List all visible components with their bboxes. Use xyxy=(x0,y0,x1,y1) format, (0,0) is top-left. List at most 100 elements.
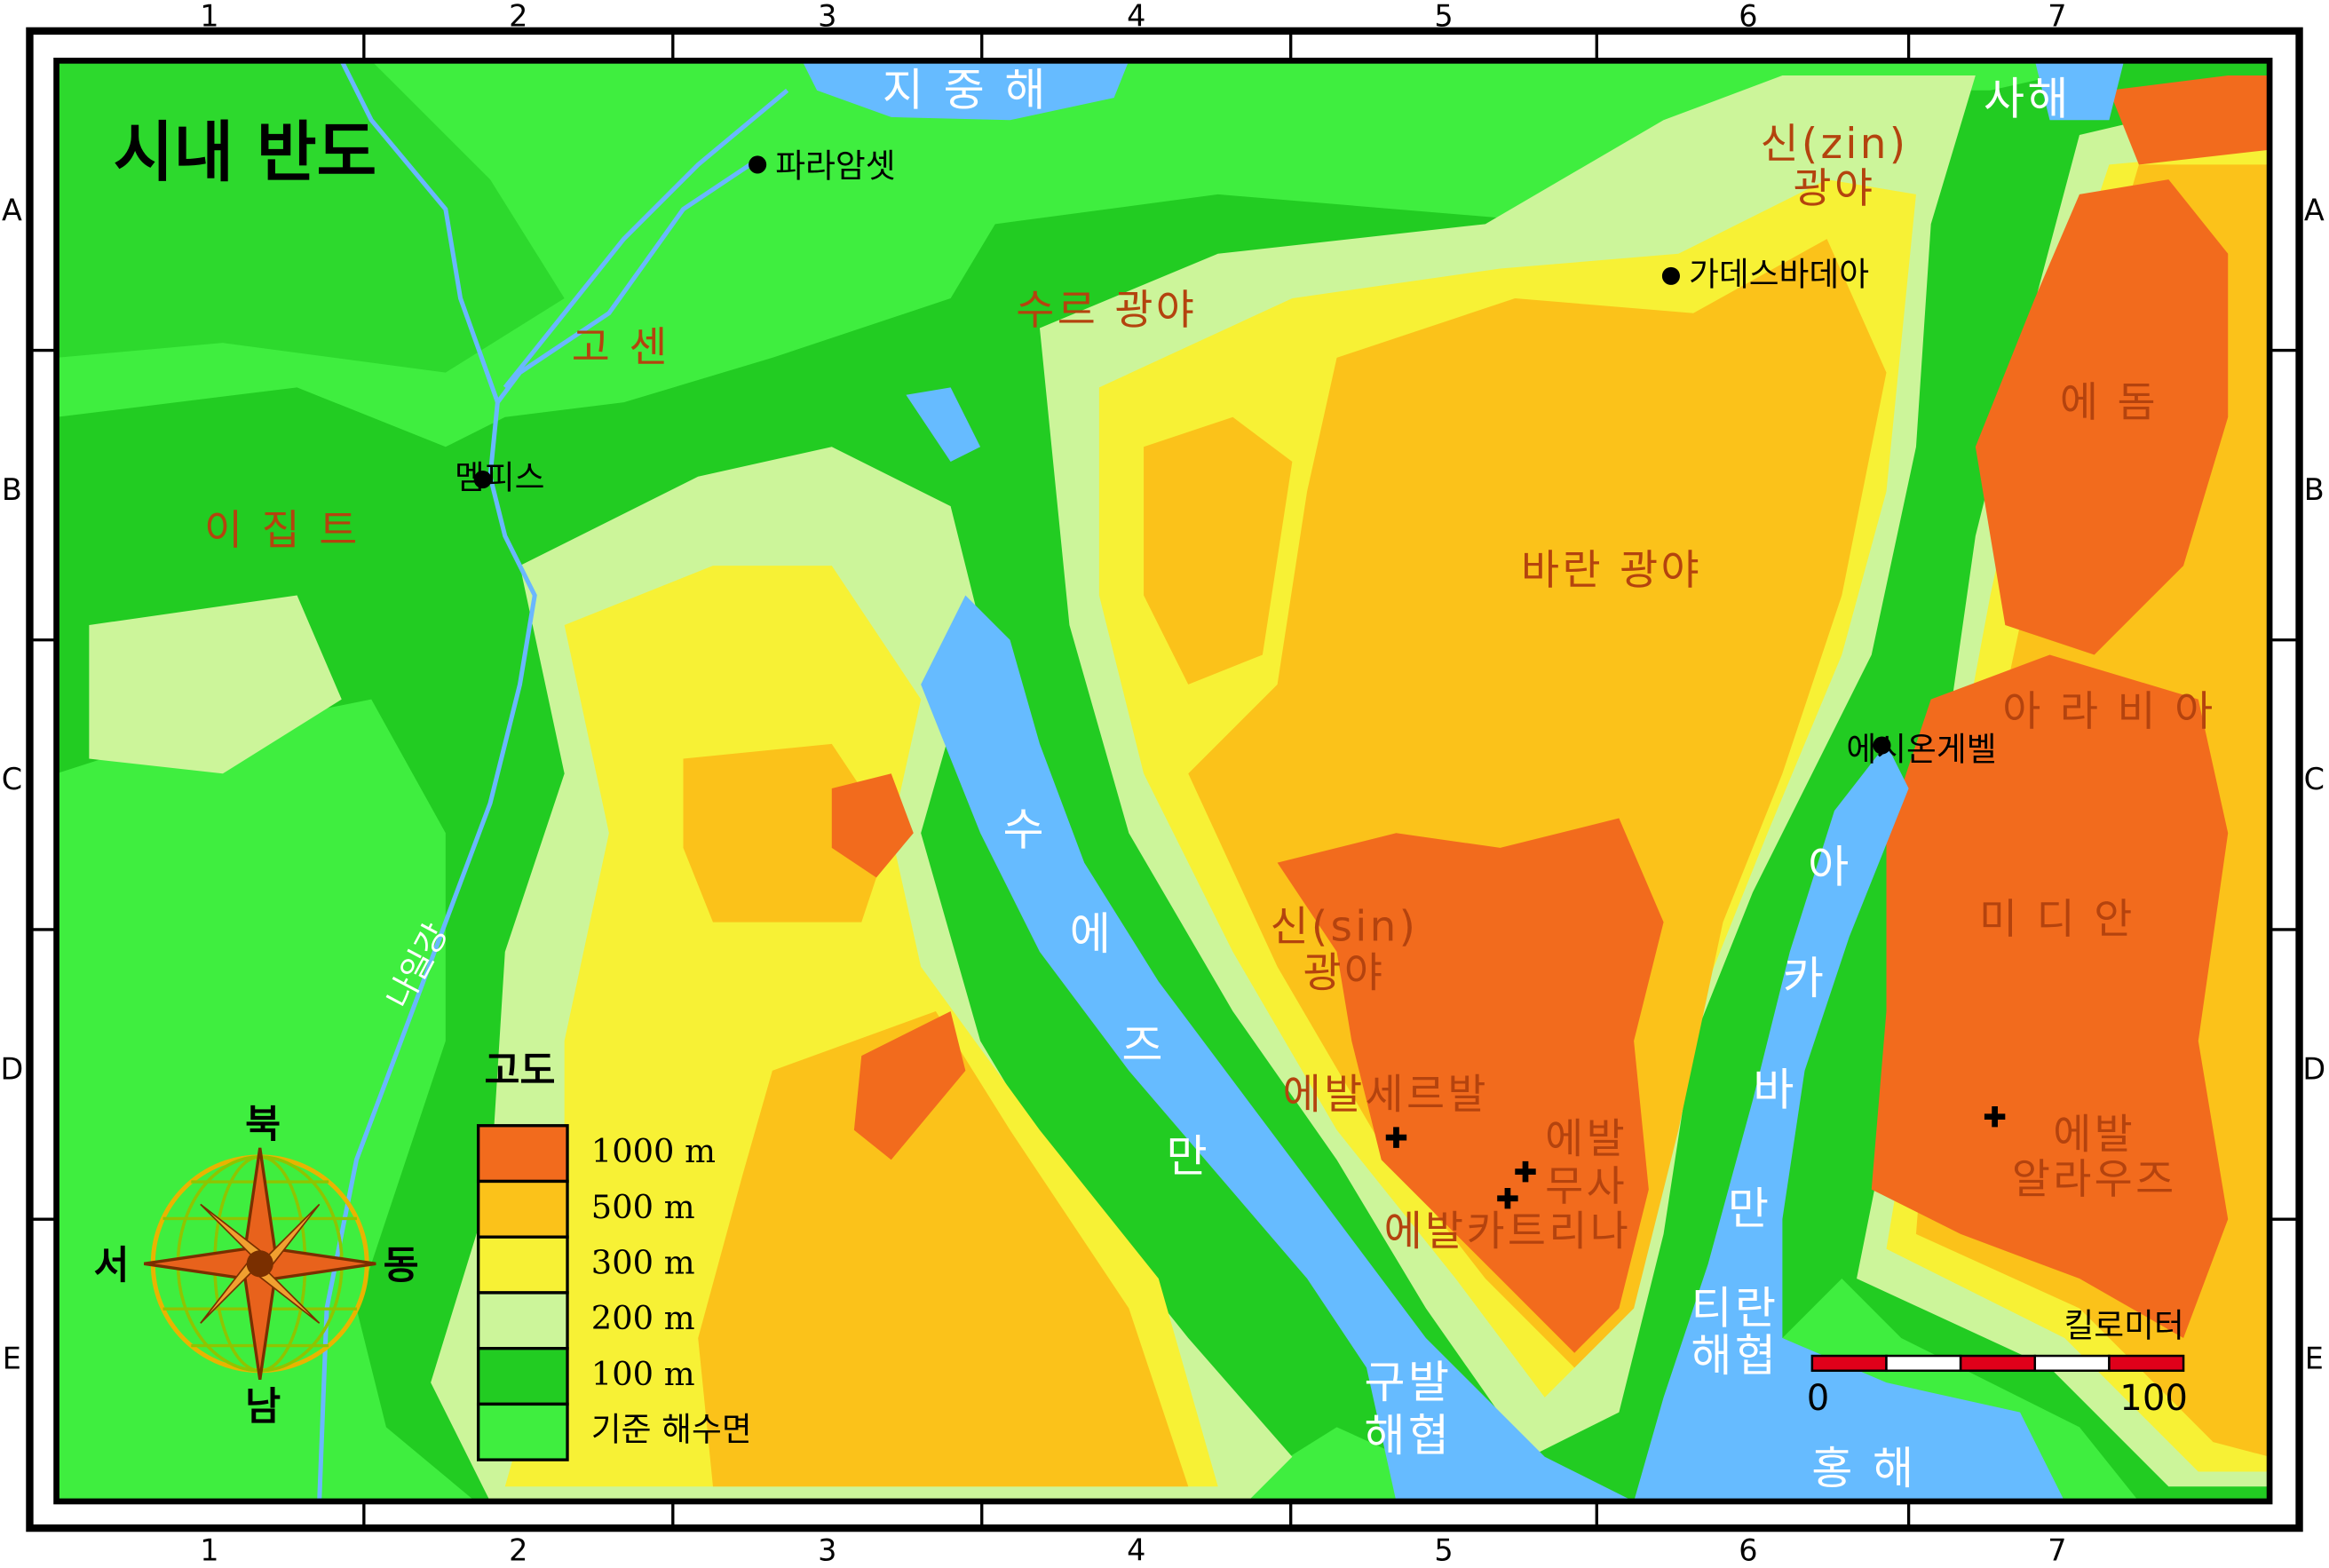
region-label: 광야 xyxy=(1794,165,1876,213)
column-label: 7 xyxy=(2048,0,2066,33)
column-label: 4 xyxy=(1127,0,1145,33)
sea-label: 구발 xyxy=(1364,1356,1452,1408)
sea-label: 홍 해 xyxy=(1811,1442,1916,1494)
gulf-label: 즈 xyxy=(1121,1018,1166,1071)
legend-swatch xyxy=(476,1291,569,1350)
row-label: B xyxy=(2304,472,2325,507)
region-label: 신(sin) xyxy=(1271,903,1419,951)
sea-label: 해협 xyxy=(1691,1329,1778,1382)
row-label: E xyxy=(2305,1342,2324,1376)
region-label: 바란 광야 xyxy=(1521,547,1702,595)
region-label: 에 돔 xyxy=(2060,379,2159,427)
peak-marker xyxy=(1497,1188,1518,1209)
region-label: 아 라 비 아 xyxy=(2002,688,2215,736)
peak-marker xyxy=(1984,1106,2006,1128)
legend-swatch xyxy=(476,1179,569,1239)
column-label: 3 xyxy=(818,1532,836,1567)
column-label: 4 xyxy=(1127,1532,1145,1567)
mountain-label: 무사 xyxy=(1545,1163,1628,1211)
legend-label: 300 m xyxy=(591,1243,695,1281)
scale-label: 0 xyxy=(1807,1378,1830,1419)
city-label: 멤피스 xyxy=(455,459,545,497)
legend-label: 100 m xyxy=(591,1355,695,1393)
sea-label: 해협 xyxy=(1364,1409,1452,1461)
gulf-label: 아 xyxy=(1808,841,1852,893)
mountain-label: 에발세르발 xyxy=(1283,1071,1489,1119)
row-label: C xyxy=(2,762,22,796)
inner-frame xyxy=(53,57,2273,1505)
scale-segment xyxy=(1959,1354,2037,1373)
sea-label: 티란 xyxy=(1691,1281,1778,1334)
column-label: 3 xyxy=(818,0,836,33)
column-label: 6 xyxy=(1739,1532,1757,1567)
city-label: 파라암셋 xyxy=(775,147,895,185)
legend-swatch xyxy=(476,1347,569,1406)
mountain-label: 에발카트리나 xyxy=(1384,1208,1632,1255)
column-label: 5 xyxy=(1434,1532,1453,1567)
region-label: 이 집 트 xyxy=(204,507,360,555)
row-label: A xyxy=(2,193,22,227)
column-label: 2 xyxy=(509,1532,527,1567)
column-label: 1 xyxy=(200,0,218,33)
mountain-label: 에발 xyxy=(1545,1116,1628,1164)
sea-label: 지 중 해 xyxy=(883,64,1049,116)
legend-label: 기준 해수면 xyxy=(591,1411,752,1449)
row-label: C xyxy=(2304,762,2325,796)
city-label: 가데스바데아 xyxy=(1689,255,1869,293)
scale-segment xyxy=(1810,1354,1888,1373)
legend-swatch xyxy=(476,1124,569,1184)
row-label: B xyxy=(2,472,22,507)
compass-label: 남 xyxy=(245,1385,281,1429)
sea-label: 사해 xyxy=(1984,73,2072,125)
legend-label: 1000 m xyxy=(591,1132,716,1170)
gulf-label: 에 xyxy=(1070,907,1114,960)
peak-marker xyxy=(1385,1127,1407,1148)
region-label: 수르 광야 xyxy=(1016,287,1197,335)
terrain xyxy=(56,60,2270,1501)
legend-label: 500 m xyxy=(591,1188,695,1226)
gulf-label: 수 xyxy=(1002,804,1047,856)
gulf-label: 만 xyxy=(1728,1182,1772,1234)
city-dot xyxy=(1661,266,1680,285)
compass-label: 서 xyxy=(93,1244,129,1288)
region-label: 광야 xyxy=(1303,949,1385,997)
scale-label: 100 xyxy=(2119,1378,2188,1419)
peak-marker xyxy=(1515,1160,1536,1183)
row-label: A xyxy=(2304,193,2325,227)
row-label: E xyxy=(3,1342,21,1376)
compass-label: 북 xyxy=(245,1103,281,1147)
gulf-label: 만 xyxy=(1167,1130,1211,1183)
row-label: D xyxy=(1,1051,24,1086)
gulf-label: 카 xyxy=(1783,952,1827,1004)
mountain-label: 에발 xyxy=(2053,1112,2135,1160)
outer-frame xyxy=(26,27,2303,1532)
column-label: 7 xyxy=(2048,1532,2066,1567)
city-dot xyxy=(1873,736,1891,755)
compass-center xyxy=(246,1250,273,1278)
region-label: 미 디 안 xyxy=(1979,896,2135,944)
column-label: 2 xyxy=(509,0,527,33)
region-label: 신(zin) xyxy=(1760,121,1908,169)
legend-swatch xyxy=(476,1235,569,1295)
city-dot xyxy=(473,471,492,489)
legend-title: 고도 xyxy=(484,1049,555,1094)
scale-title: 킬로미터 xyxy=(2064,1307,2183,1345)
compass-label: 동 xyxy=(384,1244,419,1288)
city-label: 에시온게벨 xyxy=(1846,731,1996,769)
row-label: D xyxy=(2302,1051,2325,1086)
mountain-label: 알라우즈 xyxy=(2012,1156,2177,1204)
map-title: 시내 반도 xyxy=(114,115,376,191)
region-label: 고 센 xyxy=(572,324,670,372)
legend-label: 200 m xyxy=(591,1299,695,1337)
scale-segment xyxy=(2108,1354,2185,1373)
scale-segment xyxy=(2033,1354,2111,1373)
compass xyxy=(144,1147,376,1381)
city-dot xyxy=(749,155,767,174)
scale-segment xyxy=(1885,1354,1962,1373)
column-label: 5 xyxy=(1434,0,1453,33)
column-label: 1 xyxy=(200,1532,218,1567)
legend-swatch xyxy=(476,1402,569,1461)
